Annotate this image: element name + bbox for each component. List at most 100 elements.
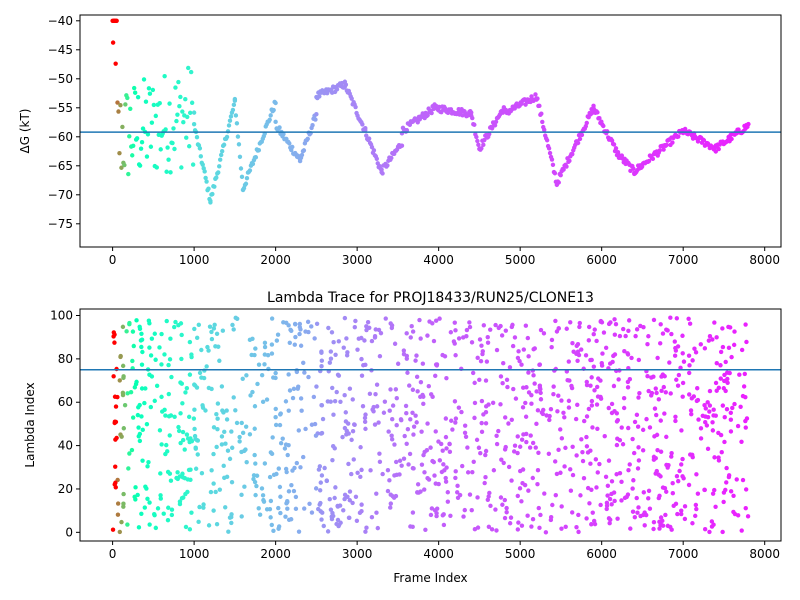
lambda-point bbox=[401, 348, 407, 353]
lambda-point bbox=[184, 385, 190, 391]
delta-g-point bbox=[273, 119, 278, 125]
lambda-point bbox=[253, 461, 258, 466]
lambda-point bbox=[388, 501, 394, 506]
lambda-point bbox=[223, 441, 228, 446]
lambda-point bbox=[139, 511, 144, 516]
lambda-point bbox=[317, 488, 323, 493]
lambda-point bbox=[144, 421, 150, 427]
lambda-point bbox=[720, 529, 725, 535]
lambda-point bbox=[702, 346, 708, 351]
lambda-point bbox=[395, 361, 401, 366]
lambda-point bbox=[426, 383, 431, 389]
lambda-point bbox=[527, 445, 533, 450]
lambda-point bbox=[428, 512, 434, 518]
lambda-point bbox=[509, 417, 514, 422]
lambda-point bbox=[414, 374, 420, 380]
delta-g-point bbox=[214, 175, 219, 180]
lambda-point bbox=[378, 330, 384, 336]
delta-g-point bbox=[481, 142, 486, 148]
lambda-point bbox=[731, 342, 737, 348]
lambda-point bbox=[423, 527, 428, 533]
lambda-point bbox=[328, 399, 333, 404]
lambda-point bbox=[657, 526, 662, 531]
lambda-point bbox=[606, 458, 612, 463]
lambda-point bbox=[686, 316, 691, 321]
delta-g-point bbox=[190, 162, 196, 167]
delta-g-y-label: ΔG (kT) bbox=[18, 109, 32, 154]
lambda-point bbox=[660, 372, 666, 377]
y-tick-label: −65 bbox=[48, 159, 73, 173]
lambda-point bbox=[475, 355, 480, 361]
lambda-point bbox=[350, 397, 355, 402]
delta-g-point bbox=[533, 92, 538, 97]
lambda-point bbox=[739, 347, 745, 353]
lambda-point bbox=[517, 486, 523, 491]
lambda-point bbox=[297, 321, 303, 327]
lambda-point bbox=[147, 372, 152, 377]
x-tick-label: 3000 bbox=[342, 547, 373, 561]
lambda-point bbox=[535, 408, 541, 413]
lambda-point bbox=[584, 434, 589, 440]
lambda-point bbox=[367, 391, 373, 397]
lambda-point bbox=[653, 386, 658, 391]
lambda-point bbox=[720, 344, 726, 350]
lambda-point bbox=[702, 487, 707, 492]
lambda-point bbox=[599, 360, 604, 366]
delta-g-point bbox=[147, 91, 153, 96]
lambda-point bbox=[152, 398, 157, 404]
lambda-point bbox=[665, 465, 670, 470]
delta-g-point bbox=[217, 164, 222, 169]
lambda-point bbox=[698, 342, 703, 347]
lambda-point bbox=[410, 387, 416, 392]
lambda-point bbox=[264, 397, 270, 402]
lambda-point bbox=[636, 395, 641, 400]
lambda-point bbox=[354, 518, 360, 523]
lambda-point bbox=[351, 457, 356, 462]
lambda-point bbox=[695, 386, 700, 391]
lambda-point bbox=[621, 326, 626, 332]
lambda-point bbox=[240, 430, 246, 436]
lambda-point bbox=[533, 445, 538, 450]
lambda-point bbox=[325, 529, 331, 534]
delta-g-point bbox=[175, 112, 180, 117]
lambda-point bbox=[333, 485, 338, 490]
lambda-point bbox=[658, 515, 664, 520]
lambda-point bbox=[619, 425, 624, 430]
lambda-point bbox=[654, 412, 659, 418]
lambda-point bbox=[193, 445, 198, 450]
lambda-point bbox=[520, 405, 526, 410]
lambda-point bbox=[364, 324, 369, 329]
lambda-point bbox=[475, 525, 481, 530]
lambda-point bbox=[296, 428, 301, 433]
lambda-point bbox=[461, 514, 466, 519]
lambda-point bbox=[566, 405, 572, 410]
lambda-point bbox=[534, 389, 539, 394]
lambda-point bbox=[672, 339, 677, 344]
lambda-point bbox=[215, 401, 221, 406]
lambda-point bbox=[283, 399, 289, 404]
lambda-point bbox=[462, 423, 468, 428]
lambda-point bbox=[601, 330, 607, 335]
lambda-point bbox=[488, 327, 493, 332]
delta-g-point bbox=[313, 117, 318, 122]
lambda-point bbox=[688, 408, 694, 413]
y-tick-label: 0 bbox=[65, 525, 73, 539]
lambda-point bbox=[515, 450, 520, 456]
delta-g-point bbox=[729, 136, 734, 142]
delta-g-point bbox=[140, 126, 146, 131]
lambda-point bbox=[680, 380, 686, 386]
delta-g-point bbox=[131, 85, 137, 91]
lambda-point bbox=[284, 469, 289, 475]
lambda-point bbox=[186, 467, 192, 473]
lambda-point bbox=[588, 461, 593, 466]
x-tick-label: 4000 bbox=[423, 547, 454, 561]
lambda-point bbox=[453, 416, 459, 421]
lambda-point bbox=[609, 479, 615, 484]
lambda-point bbox=[589, 357, 594, 363]
lambda-point bbox=[584, 414, 590, 419]
lambda-point bbox=[486, 494, 491, 499]
lambda-point bbox=[166, 362, 171, 368]
lambda-point bbox=[502, 515, 508, 521]
lambda-point bbox=[127, 451, 132, 456]
delta-g-point bbox=[476, 142, 481, 148]
